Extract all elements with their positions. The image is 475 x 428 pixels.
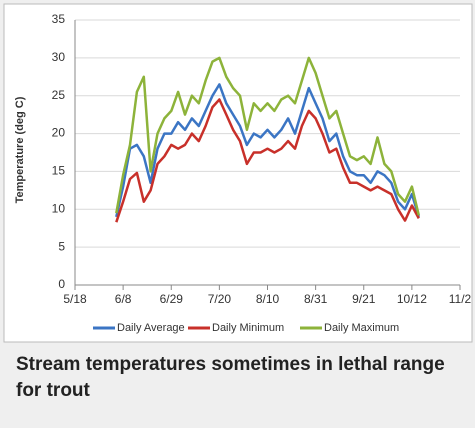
x-tick-label: 5/18 [63,292,87,306]
y-tick-label: 15 [52,164,66,178]
y-tick-label: 0 [58,277,65,291]
y-tick-label: 5 [58,239,65,253]
y-tick-label: 30 [52,50,66,64]
x-tick-label: 11/2 [449,292,472,306]
legend-label: Daily Average [117,322,185,334]
legend-label: Daily Minimum [212,322,284,334]
y-tick-label: 20 [52,126,66,140]
y-tick-label: 35 [52,12,66,26]
chart: Temperature (deg C) 0 5 10 15 20 25 30 35 5/18 6/… [3,3,473,343]
series-line [115,98,420,223]
x-tick-label: 8/10 [256,292,280,306]
x-tick-label: 10/12 [397,292,427,306]
series-line [115,56,421,216]
legend-label: Daily Maximum [324,322,399,334]
x-tick-label: 9/21 [352,292,376,306]
x-tick-label: 7/20 [208,292,232,306]
series-line [115,83,420,218]
caption: Stream temperatures sometimes in lethal … [16,354,445,401]
y-tick-label: 10 [52,201,66,215]
chart-frame [3,3,473,343]
x-tick-label: 6/29 [160,292,184,306]
y-axis-label: Temperature (deg C) [14,96,26,203]
y-tick-label: 25 [52,88,66,102]
x-tick-label: 6/8 [115,292,132,306]
x-tick-label: 8/31 [304,292,328,306]
